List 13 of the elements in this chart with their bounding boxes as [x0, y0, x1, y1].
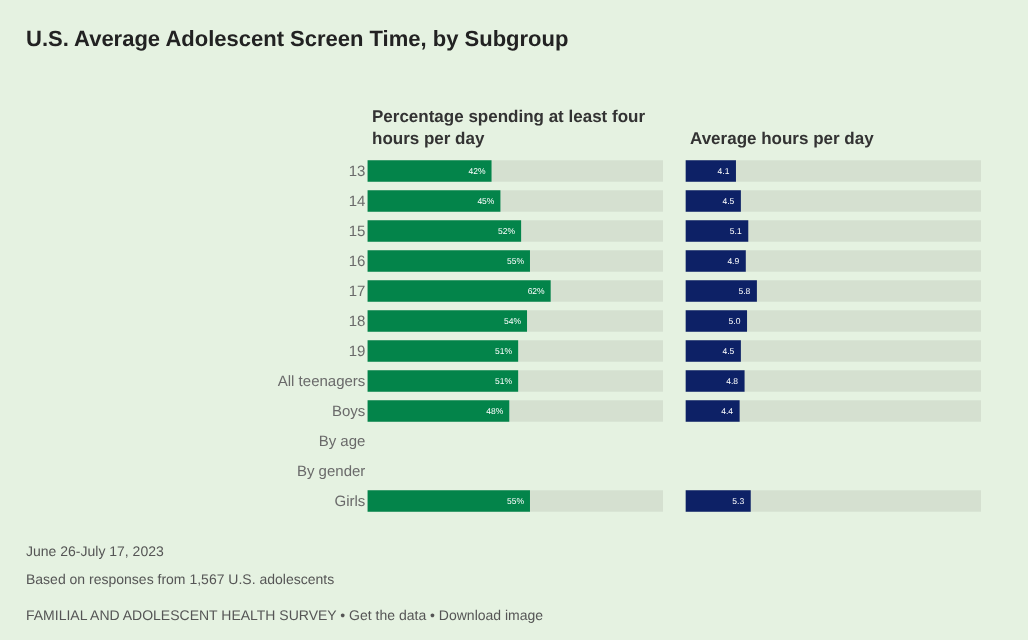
bar	[685, 160, 736, 182]
bar	[685, 220, 749, 242]
chart-title: U.S. Average Adolescent Screen Time, by Subgroup	[26, 28, 569, 52]
bar	[685, 490, 751, 512]
bar	[685, 400, 740, 422]
chart-subtitle: Percentage spending at least four hours per day	[372, 106, 647, 149]
bar	[685, 250, 746, 272]
chart-title: Average hours per day	[690, 128, 875, 148]
bar	[685, 310, 748, 332]
bar	[685, 280, 757, 302]
bar	[685, 190, 741, 212]
bar	[685, 340, 741, 362]
bar	[685, 370, 745, 392]
